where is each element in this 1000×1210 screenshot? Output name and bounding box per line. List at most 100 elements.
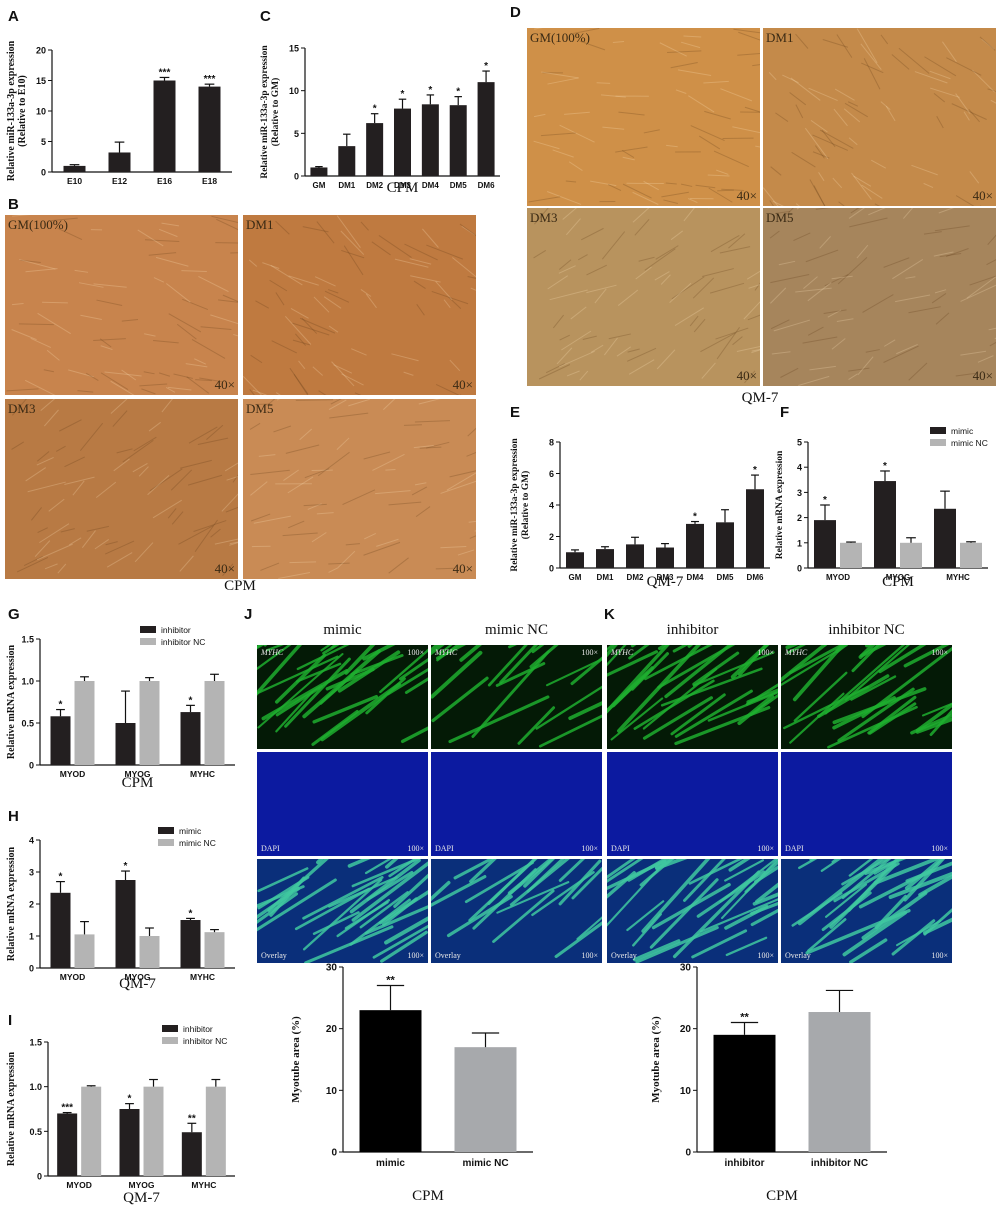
y-tick-label: 20 bbox=[680, 1024, 692, 1035]
fluor-channel-label: MYHC bbox=[785, 648, 808, 657]
x-tick-label: DM2 bbox=[366, 181, 383, 190]
caption-d: QM-7 bbox=[741, 390, 779, 406]
y-axis-label: Relative miR-133a-3p expression bbox=[260, 45, 270, 179]
micrograph-label: GM(100%) bbox=[8, 217, 68, 232]
y-tick-label: 10 bbox=[680, 1086, 692, 1097]
legend-label: mimic bbox=[179, 826, 202, 836]
micrograph-b-3: DM3 40× bbox=[5, 399, 238, 579]
y-tick-label: 5 bbox=[797, 438, 802, 448]
bar bbox=[626, 544, 644, 568]
fluor-magnification: 100× bbox=[757, 951, 774, 960]
fluor-channel-label: DAPI bbox=[785, 844, 804, 853]
cell-texture bbox=[243, 215, 476, 395]
y-tick-label: 2 bbox=[549, 532, 554, 542]
y-axis-label: Relative mRNA expression bbox=[6, 644, 17, 759]
bar bbox=[596, 549, 614, 568]
x-tick-label: DM6 bbox=[747, 573, 764, 582]
legend-swatch bbox=[930, 427, 946, 434]
x-tick-label: MYHC bbox=[946, 573, 970, 582]
y-axis-label: Myotube area (%) bbox=[290, 1016, 302, 1103]
chart-g: 0 0.5 1.0 1.5 * MYOD MYOG * MYHC Relative mRNA ex… bbox=[6, 625, 235, 791]
legend-label: mimic bbox=[951, 426, 974, 436]
micrograph-label: DM3 bbox=[530, 210, 558, 225]
fluor-image-dapi-2: DAPI 100× bbox=[431, 752, 602, 856]
bar bbox=[50, 892, 71, 968]
chart-h: 0 1 2 3 4 * MYOD * MYOG * MYHC Relative mRNA expres… bbox=[6, 826, 235, 992]
legend-swatch bbox=[162, 1025, 178, 1032]
micrograph-label: DM5 bbox=[766, 210, 794, 225]
x-tick-label: E12 bbox=[112, 176, 127, 186]
fiber-texture bbox=[781, 645, 952, 749]
bar bbox=[57, 1113, 78, 1176]
bar bbox=[310, 167, 328, 176]
bar bbox=[840, 542, 862, 568]
y-tick-label: 0 bbox=[331, 1148, 337, 1159]
y-tick-label: 1 bbox=[797, 538, 802, 548]
y-tick-label: 10 bbox=[326, 1086, 338, 1097]
x-tick-label: MYHC bbox=[190, 972, 215, 982]
fluor-channel-label: MYHC bbox=[261, 648, 284, 657]
y-axis-label: Relative miR-133a-3p expression bbox=[510, 438, 520, 572]
bar bbox=[454, 1047, 517, 1152]
x-tick-label: DM5 bbox=[717, 573, 734, 582]
x-tick-label: MYOG bbox=[125, 972, 151, 982]
fluor-magnification: 100× bbox=[407, 844, 424, 853]
magnification-label: 40× bbox=[972, 368, 993, 383]
x-tick-label: DM1 bbox=[338, 181, 355, 190]
fluor-image-overlay-4: Overlay 100× bbox=[781, 859, 952, 963]
chart-j: 0 10 20 30 ** mimic mimic NC Myotube area (%) bbox=[290, 963, 533, 1169]
x-tick-label: MYOG bbox=[125, 769, 151, 779]
y-tick-label: 6 bbox=[549, 469, 554, 479]
y-tick-label: 15 bbox=[289, 44, 299, 54]
bar bbox=[394, 108, 411, 176]
y-tick-label: 1.0 bbox=[29, 1082, 42, 1092]
chart-e: 0 2 4 6 8 GM DM1 DM2 DM3 * DM4 DM5 * DM6 Relative miR-… bbox=[510, 438, 770, 590]
significance-label: *** bbox=[61, 1103, 73, 1114]
bar bbox=[477, 82, 495, 176]
bar bbox=[366, 123, 384, 176]
fluor-column-title-4: inhibitor NC bbox=[828, 622, 905, 638]
bar bbox=[198, 86, 221, 172]
magnification-label: 40× bbox=[736, 368, 757, 383]
y-axis-label: Myotube area (%) bbox=[650, 1016, 662, 1103]
panel-letter-e: E bbox=[510, 404, 521, 421]
bar bbox=[808, 1012, 871, 1152]
cell-texture bbox=[249, 399, 476, 579]
x-axis-label: QM-7 bbox=[123, 1190, 160, 1206]
x-tick-label: MYOD bbox=[826, 573, 850, 582]
y-tick-label: 0 bbox=[29, 964, 34, 974]
micrograph-label: DM1 bbox=[246, 217, 274, 232]
bar bbox=[359, 1010, 422, 1152]
fluor-channel-label: Overlay bbox=[611, 951, 637, 960]
significance-label: * bbox=[59, 700, 63, 711]
cell-texture bbox=[11, 399, 238, 577]
fiber-texture bbox=[257, 752, 428, 856]
x-tick-label: MYOG bbox=[886, 573, 910, 582]
y-tick-label: 0 bbox=[797, 564, 802, 574]
micrograph-d-3: DM3 40× bbox=[527, 208, 760, 386]
x-axis-label: CPM bbox=[387, 180, 419, 196]
bar bbox=[713, 1034, 776, 1152]
y-tick-label: 4 bbox=[29, 836, 34, 846]
x-tick-label: MYOD bbox=[60, 769, 86, 779]
significance-label: * bbox=[59, 872, 63, 883]
significance-label: * bbox=[484, 61, 488, 72]
significance-label: ** bbox=[740, 1012, 749, 1024]
magnification-label: 40× bbox=[452, 561, 473, 576]
panel-letter-j: J bbox=[244, 606, 253, 623]
bar bbox=[74, 934, 95, 968]
fluor-magnification: 100× bbox=[931, 648, 948, 657]
y-tick-label: 0.5 bbox=[29, 1127, 42, 1137]
bar bbox=[205, 1086, 226, 1176]
significance-label: *** bbox=[159, 67, 171, 78]
legend-swatch bbox=[162, 1037, 178, 1044]
significance-label: * bbox=[373, 104, 377, 115]
panel-letter-h: H bbox=[8, 808, 19, 825]
significance-label: * bbox=[189, 908, 193, 919]
fiber-texture bbox=[257, 859, 428, 963]
y-tick-label: 1.5 bbox=[21, 635, 34, 645]
y-tick-label: 0 bbox=[41, 168, 46, 178]
bar bbox=[63, 165, 86, 172]
fiber-texture bbox=[607, 645, 778, 746]
fluor-channel-label: DAPI bbox=[435, 844, 454, 853]
